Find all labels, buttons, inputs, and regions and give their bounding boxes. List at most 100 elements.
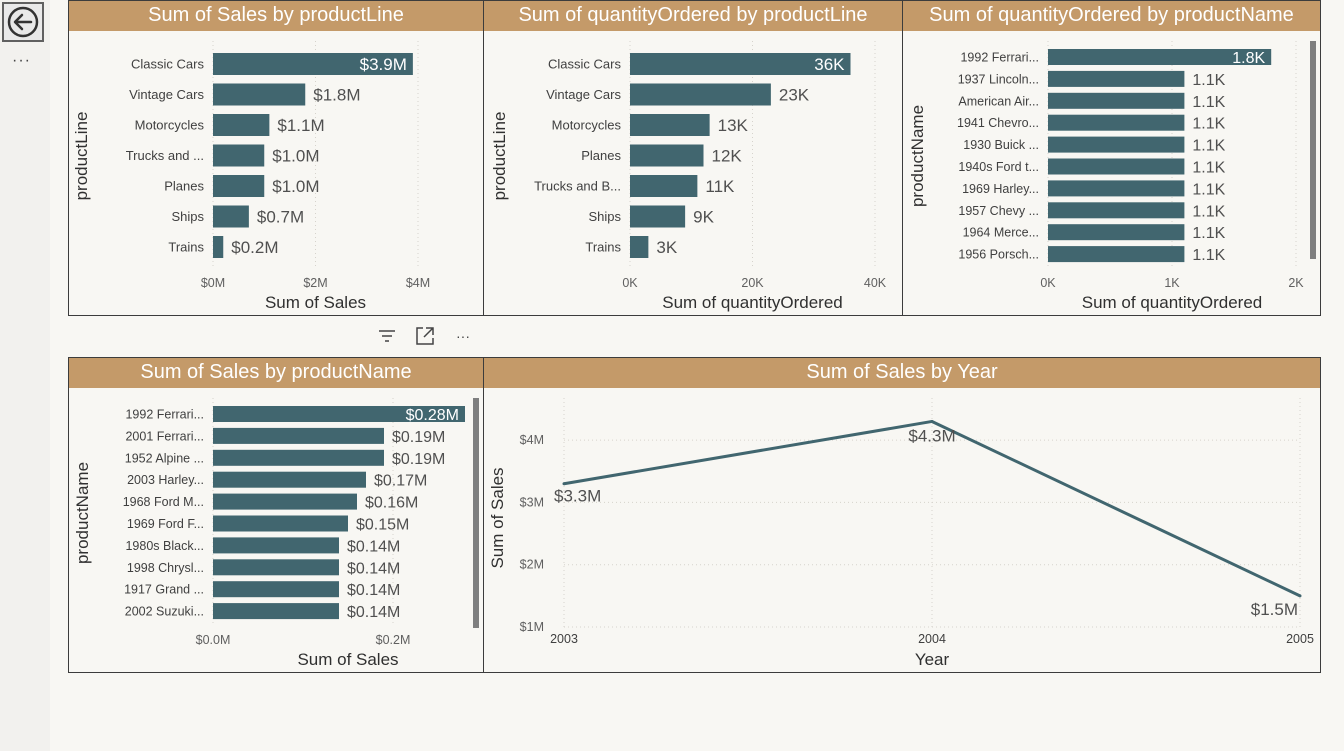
x-tick-label: 0K (622, 276, 638, 290)
category-label: 1937 Lincoln... (958, 72, 1039, 86)
category-label: 1992 Ferrari... (125, 408, 204, 422)
bar (1048, 202, 1185, 219)
data-label: 23K (779, 86, 810, 105)
x-axis-title: Sum of quantityOrdered (662, 293, 842, 312)
data-point (1298, 594, 1302, 598)
data-label: $0.14M (347, 604, 400, 621)
x-tick-label: $2M (303, 276, 327, 290)
data-label: 1.1K (1192, 181, 1225, 198)
data-label: 11K (705, 177, 735, 196)
bar (1048, 136, 1185, 153)
data-label: $0.7M (257, 208, 304, 227)
data-label: 13K (718, 116, 749, 135)
bar (213, 559, 339, 576)
bar-chart: 0K 1K 2K 1992 Ferrari... 1.8K 1937 Lincoln...… (908, 41, 1316, 312)
category-label: 1980s Black... (125, 539, 204, 553)
y-axis-title: productName (908, 105, 927, 207)
bar (630, 83, 771, 106)
data-label: $0.14M (347, 538, 400, 555)
bar (630, 114, 710, 136)
y-axis-title: productLine (490, 112, 509, 201)
back-arrow-icon (7, 6, 39, 38)
data-label: $4.3M (908, 426, 955, 445)
category-label: Planes (164, 179, 204, 194)
category-label: Classic Cars (548, 57, 621, 72)
visual-title: Sum of Sales by Year (484, 358, 1320, 388)
bar (213, 236, 224, 258)
bar (1048, 224, 1185, 241)
bar (213, 406, 465, 422)
x-tick-label: 0K (1040, 276, 1056, 290)
data-label: $1.8M (313, 86, 360, 105)
x-axis-title: Year (915, 650, 950, 669)
bar (1048, 114, 1185, 131)
focus-mode-button[interactable] (412, 323, 438, 349)
data-label: $1.5M (1251, 600, 1298, 619)
line-chart: $1M $2M $3M $4M 2003 2004 2005 $3.3M $4.3M $1.5M Y… (488, 398, 1314, 669)
more-options-button[interactable]: ··· (456, 328, 470, 344)
bar (213, 53, 413, 75)
category-label: 1930 Buick ... (963, 138, 1039, 152)
data-label: 1.8K (1232, 50, 1265, 67)
data-label: $0.14M (347, 560, 400, 577)
visual-title: Sum of quantityOrdered by productName (903, 1, 1320, 31)
page-more-options-button[interactable]: ··· (12, 52, 31, 69)
visual-title: Sum of quantityOrdered by productLine (484, 1, 902, 31)
bar (213, 175, 265, 197)
bar (213, 515, 348, 532)
category-label: Planes (581, 148, 621, 163)
scrollbar[interactable] (1310, 41, 1316, 259)
category-label: 1940s Ford t... (958, 160, 1039, 174)
visual-sales-by-productname[interactable]: Sum of Sales by productName $0.0M $0.2M 19… (68, 357, 484, 673)
x-axis-title: Sum of Sales (265, 293, 366, 312)
bar (630, 236, 649, 258)
data-label: $1.1M (277, 116, 324, 135)
data-label: $0.15M (356, 517, 409, 534)
visual-sales-by-year[interactable]: Sum of Sales by Year $1M $2M $3M $4M 2003 200… (483, 357, 1321, 673)
data-label: 1.1K (1192, 247, 1225, 264)
category-label: Trucks and B... (534, 179, 621, 194)
category-label: 1941 Chevro... (957, 116, 1039, 130)
visual-title: Sum of Sales by productName (69, 358, 483, 388)
bar (630, 144, 704, 167)
scrollbar[interactable] (473, 398, 479, 628)
category-label: Vintage Cars (129, 87, 204, 102)
category-label: 1956 Porsch... (958, 248, 1039, 262)
bar (1048, 246, 1185, 263)
back-button[interactable] (2, 2, 44, 42)
category-label: Motorcycles (552, 118, 622, 133)
category-label: 1952 Alpine ... (125, 451, 204, 465)
bar-chart: 0K 20K 40K Classic Cars 36K Vintage Cars 23K Mo… (490, 41, 887, 312)
data-label: $0.19M (392, 429, 445, 446)
category-label: 2001 Ferrari... (125, 429, 204, 443)
x-tick-label: 20K (741, 276, 764, 290)
visual-quantity-by-productname[interactable]: Sum of quantityOrdered by productName 0K… (902, 0, 1321, 316)
bar (1048, 180, 1185, 197)
category-label: 2003 Harley... (127, 473, 204, 487)
x-tick-label: $4M (406, 276, 430, 290)
data-label: $3.3M (554, 487, 601, 506)
data-label: 36K (814, 55, 845, 74)
filter-button[interactable] (374, 323, 400, 349)
x-tick-label: 2003 (550, 632, 578, 646)
bar (630, 205, 686, 228)
data-label: $0.14M (347, 582, 400, 599)
x-tick-label: 1K (1164, 276, 1180, 290)
category-label: Motorcycles (135, 118, 205, 133)
visual-quantity-by-productline[interactable]: Sum of quantityOrdered by productLine 0K… (483, 0, 903, 316)
line-series (563, 419, 1301, 598)
bar (213, 603, 339, 620)
category-label: 1969 Ford F... (127, 517, 204, 531)
x-tick-label: $0.2M (376, 633, 411, 647)
bar (213, 83, 306, 106)
data-label: $0.19M (392, 451, 445, 468)
visual-sales-by-productline[interactable]: Sum of Sales by productLine $0M $2M $4M Cla… (68, 0, 484, 316)
bar (630, 53, 851, 75)
category-label: 1998 Chrysl... (127, 561, 204, 575)
category-label: Trucks and ... (126, 148, 204, 163)
category-label: 1957 Chevy ... (958, 204, 1039, 218)
data-label: 1.1K (1192, 203, 1225, 220)
data-label: 1.1K (1192, 116, 1225, 133)
category-label: Trains (168, 240, 204, 255)
bar-chart: $0.0M $0.2M 1992 Ferrari... $0.28M 2001 Ferr… (73, 398, 479, 669)
